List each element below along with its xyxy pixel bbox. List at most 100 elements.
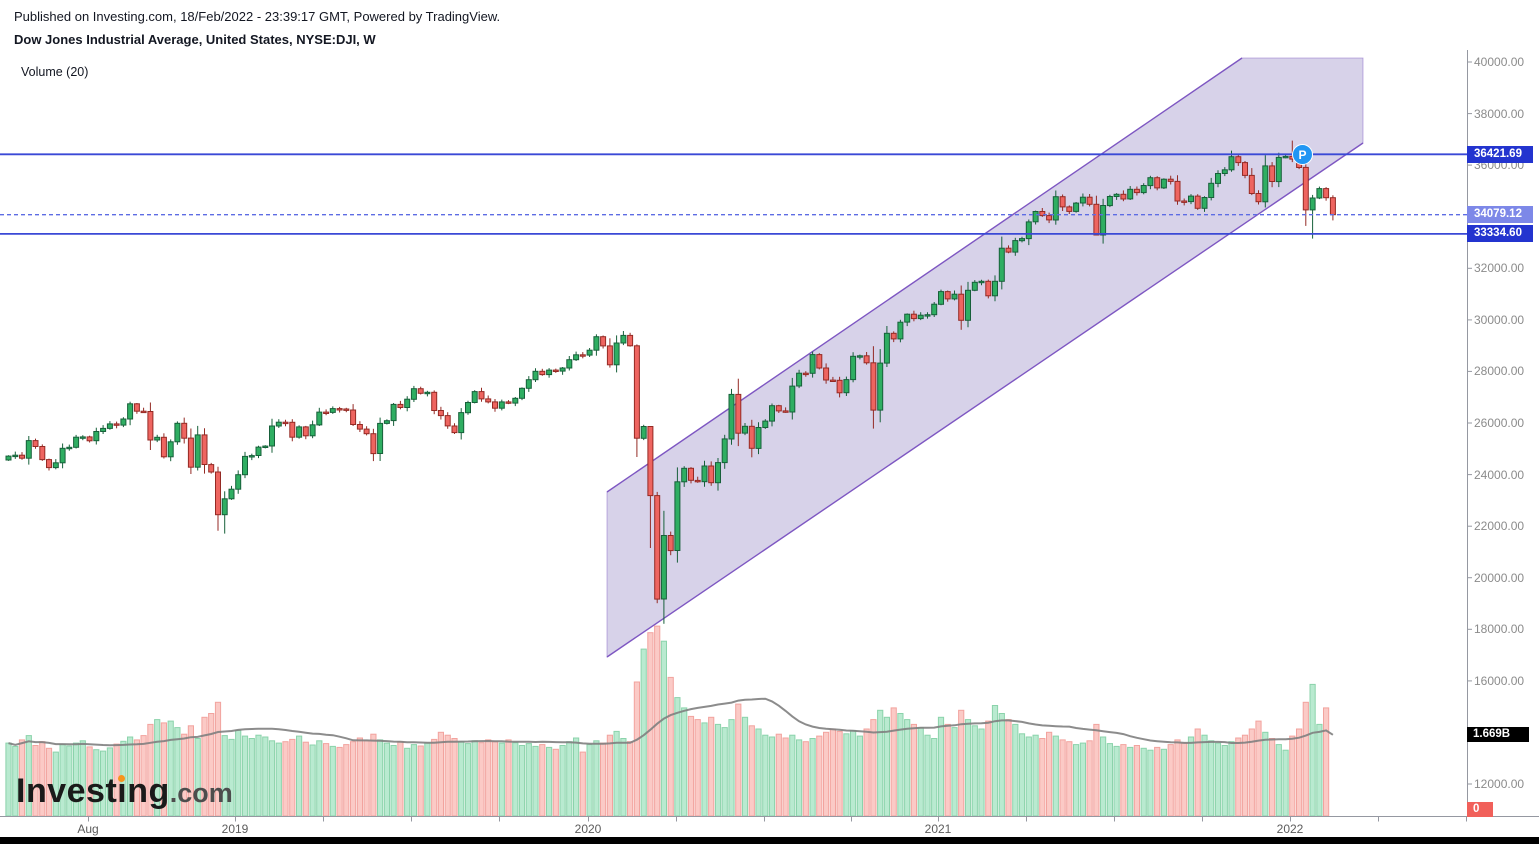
candle (1269, 165, 1276, 182)
candle (1147, 177, 1154, 187)
volume-bar (248, 738, 255, 817)
candle (971, 281, 978, 291)
candle (1086, 196, 1093, 205)
volume-bar (674, 697, 681, 817)
volume-bar (836, 730, 843, 817)
candle (377, 422, 384, 454)
candle (566, 359, 573, 369)
logo-com-suffix: .com (169, 778, 233, 808)
candle (221, 498, 228, 516)
volume-bar (1059, 739, 1066, 817)
price-axis-label: 18000.00 (1474, 622, 1525, 636)
candle (951, 293, 958, 300)
candle (660, 535, 667, 600)
volume-bar (1262, 731, 1269, 817)
volume-bar (816, 735, 823, 817)
volume-bar (1214, 742, 1222, 817)
candle (525, 379, 532, 389)
candle (931, 303, 938, 316)
candle (782, 410, 789, 413)
volume-bar (363, 740, 370, 817)
candle (12, 454, 19, 458)
volume-bar (1235, 737, 1242, 817)
candle (519, 387, 525, 399)
candle (1093, 203, 1100, 236)
volume-bar (471, 740, 478, 817)
candle (167, 441, 174, 458)
candle (120, 418, 127, 426)
volume-bar (1174, 739, 1181, 817)
volume-bar (289, 738, 296, 817)
candle (944, 291, 951, 300)
volume-bar (559, 745, 566, 817)
volume-bar (762, 734, 769, 817)
volume-indicator-label[interactable]: Volume (20) (21, 65, 89, 79)
volume-bar (775, 733, 782, 817)
volume-bar (910, 723, 917, 817)
volume-bar (1046, 731, 1053, 817)
candle (1228, 156, 1235, 171)
candle (1323, 188, 1330, 199)
volume-bar (823, 731, 830, 817)
candle (187, 437, 194, 468)
candle (708, 465, 715, 484)
volume-bar (1187, 736, 1195, 817)
volume-bar (931, 738, 938, 817)
volume-bar (464, 743, 472, 817)
volume-bar (546, 746, 553, 817)
candle (762, 420, 769, 429)
volume-bar (1241, 734, 1249, 817)
volume-bar (417, 745, 424, 817)
volume-bar (579, 751, 586, 817)
volume-bar (1201, 734, 1208, 817)
candle (25, 440, 32, 459)
price-axis-label: 24000.00 (1474, 468, 1525, 482)
candle (829, 379, 836, 383)
volume-bar (856, 735, 863, 817)
volume-bar (1052, 735, 1059, 817)
volume-bar (296, 735, 303, 817)
candle (823, 367, 830, 381)
volume-bar (944, 723, 951, 817)
channel-lower-line[interactable] (606, 142, 1364, 658)
candle (904, 313, 911, 323)
candle (715, 462, 721, 484)
candle (897, 321, 904, 340)
channel-upper-line[interactable] (606, 57, 1243, 493)
published-idea-marker[interactable]: P (1292, 144, 1313, 165)
candle (748, 425, 755, 449)
chart-title: Dow Jones Industrial Average, United Sta… (14, 32, 376, 47)
candle (1235, 156, 1242, 164)
level-price-tag: 36421.69 (1467, 146, 1533, 163)
candle (870, 362, 877, 411)
volume-bar (721, 727, 728, 817)
candle (66, 446, 73, 450)
candle (127, 403, 134, 420)
volume-bar (1316, 723, 1323, 817)
candle (850, 355, 857, 381)
volume-bar (1302, 701, 1309, 817)
candle (1046, 215, 1053, 221)
volume-bar (268, 740, 276, 817)
volume-bar (573, 737, 580, 817)
candle (133, 403, 140, 412)
candle (39, 446, 46, 461)
time-axis-label: 2022 (1276, 822, 1304, 836)
trend-channel[interactable] (606, 57, 1364, 658)
volume-bar (498, 742, 505, 817)
candle (93, 431, 100, 442)
volume-bar (1025, 736, 1032, 817)
candle (843, 379, 850, 394)
candle (775, 405, 782, 412)
candle (1208, 182, 1215, 199)
volume-bar (877, 709, 884, 817)
volume-bar (1086, 740, 1093, 817)
candle (106, 423, 113, 429)
candle (1100, 205, 1107, 236)
candle (59, 447, 66, 464)
candle (5, 455, 12, 461)
volume-bar (998, 713, 1005, 817)
candle (181, 422, 188, 439)
